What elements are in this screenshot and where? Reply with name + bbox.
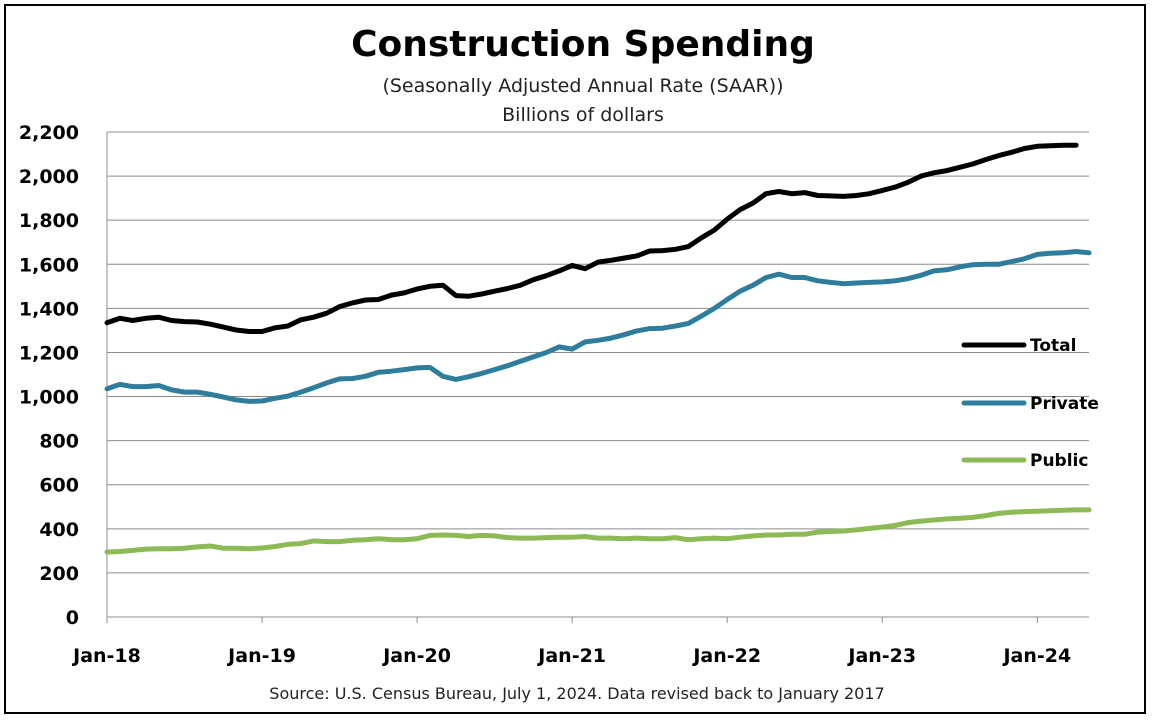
y-tick-label: 1,400: [19, 298, 79, 320]
y-tick-label: 600: [39, 475, 79, 497]
x-tick-label: Jan-19: [226, 645, 296, 667]
legend-label-total: Total: [1030, 336, 1076, 356]
series-layer: [104, 142, 1092, 555]
series-line-total: [104, 142, 1079, 334]
x-tick-label: Jan-24: [1001, 645, 1071, 667]
y-tick-label: 800: [39, 431, 79, 453]
chart-units: Billions of dollars: [502, 104, 664, 126]
legend-label-public: Public: [1030, 451, 1088, 471]
x-tick-label: Jan-21: [536, 645, 606, 667]
x-tick-label: Jan-18: [71, 645, 141, 667]
y-axis-ticks: 0 200 400 600 800 1,000 1,200 1,400 1,600 1,800 2,…: [19, 122, 79, 629]
x-tick-label: Jan-20: [381, 645, 451, 667]
y-tick-label: 200: [39, 563, 79, 585]
chart-title: Construction Spending: [351, 24, 815, 65]
y-tick-label: 0: [66, 607, 79, 629]
chart-subtitle: (Seasonally Adjusted Annual Rate (SAAR)): [382, 75, 783, 97]
y-tick-label: 2,000: [19, 166, 79, 188]
y-tick-label: 400: [39, 519, 79, 541]
grid-layer: [106, 131, 1089, 618]
x-tick-label: Jan-22: [691, 645, 761, 667]
y-tick-label: 1,000: [19, 387, 79, 409]
y-tick-label: 1,600: [19, 254, 79, 276]
legend: Total Private Public: [961, 336, 1099, 471]
y-tick-label: 1,200: [19, 342, 79, 364]
source-note: Source: U.S. Census Bureau, July 1, 2024…: [269, 684, 884, 703]
x-tick-label: Jan-23: [846, 645, 916, 667]
legend-label-private: Private: [1030, 394, 1099, 414]
y-tick-label: 1,800: [19, 210, 79, 232]
chart-canvas: Construction Spending (Seasonally Adjust…: [19, 24, 1099, 703]
chart-frame: Construction Spending (Seasonally Adjust…: [4, 4, 1146, 714]
series-line-private: [104, 249, 1092, 404]
x-axis-ticks: Jan-18 Jan-19 Jan-20 Jan-21 Jan-22 Jan-23 Jan-…: [71, 617, 1071, 667]
y-tick-label: 2,200: [19, 122, 79, 144]
series-line-public: [104, 507, 1092, 555]
